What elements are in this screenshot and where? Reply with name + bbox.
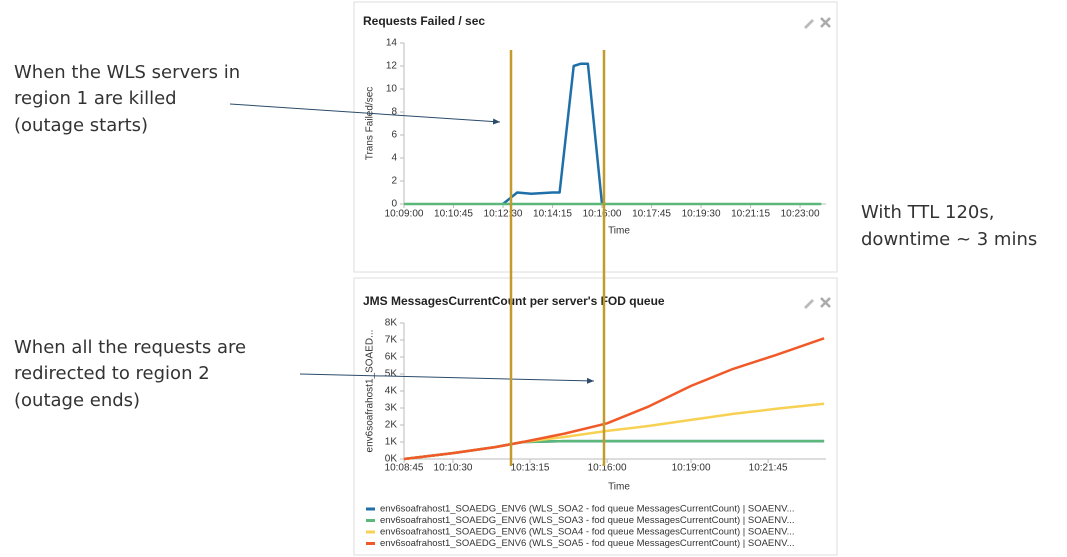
- annotation: region 1 are killed: [14, 88, 177, 109]
- y-tick-label: 8: [391, 107, 397, 118]
- panel-icons[interactable]: [804, 17, 831, 309]
- legend-swatch: [366, 507, 375, 511]
- chart-title: Requests Failed / sec: [363, 14, 485, 28]
- x-axis-label: Time: [608, 226, 630, 237]
- y-tick-label: 4K: [385, 386, 398, 397]
- series-line: [502, 62, 604, 205]
- annotation: With TTL 120s,: [861, 202, 994, 223]
- y-tick-label: 7K: [385, 335, 398, 346]
- x-axis-label: Time: [608, 482, 630, 493]
- x-tick-label: 10:14:15: [533, 209, 572, 220]
- close-icon[interactable]: [820, 297, 831, 308]
- y-tick-label: 8K: [385, 318, 398, 329]
- legend-swatch: [366, 542, 375, 545]
- legend-label: env6soafrahost1_SOAEDG_ENV6 (WLS_SOA4 - …: [380, 527, 795, 538]
- annotation: (outage starts): [14, 115, 148, 136]
- y-tick-label: 0K: [385, 454, 398, 465]
- x-tick-label: 10:17:45: [632, 209, 671, 220]
- y-tick-label: 14: [386, 38, 398, 49]
- chart-title: JMS MessagesCurrentCount per server's FO…: [363, 294, 665, 308]
- x-tick-label: 10:10:45: [434, 209, 473, 220]
- panel: [353, 277, 838, 556]
- x-tick-label: 10:19:00: [672, 463, 711, 474]
- x-tick-label: 10:21:15: [731, 209, 770, 220]
- y-tick-label: 0: [391, 199, 397, 210]
- arrow: [229, 103, 501, 125]
- x-tick-label: 10:13:15: [511, 463, 550, 474]
- legend-label: env6soafrahost1_SOAEDG_ENV6 (WLS_SOA3 - …: [380, 515, 795, 526]
- y-tick-label: 4: [391, 153, 397, 164]
- arrow: [299, 373, 595, 384]
- annotation: downtime ~ 3 mins: [861, 229, 1037, 250]
- x-tick-label: 10:09:00: [385, 209, 424, 220]
- x-tick-label: 10:16:00: [583, 209, 622, 220]
- close-icon[interactable]: [820, 17, 831, 28]
- y-tick-label: 1K: [385, 437, 398, 448]
- y-axis-label: env6soafrahost1_SOAED...: [365, 330, 376, 453]
- edit-icon[interactable]: [804, 19, 814, 29]
- annotation: When all the requests are: [14, 337, 246, 358]
- y-axis-label: Trans Failed/sec: [365, 87, 376, 161]
- annotation: When the WLS servers in: [14, 62, 240, 83]
- series-line: [403, 337, 825, 461]
- x-tick-label: 10:19:30: [682, 209, 721, 220]
- y-tick-label: 5K: [385, 369, 398, 380]
- y-tick-label: 10: [386, 84, 398, 95]
- y-tick-label: 6: [391, 130, 397, 141]
- x-tick-label: 10:12:30: [484, 209, 523, 220]
- y-tick-label: 2K: [385, 420, 398, 431]
- legend-label: env6soafrahost1_SOAEDG_ENV6 (WLS_SOA5 - …: [380, 538, 795, 549]
- legend-swatch: [366, 519, 375, 522]
- legend-swatch: [366, 530, 375, 534]
- annotation: redirected to region 2: [14, 363, 210, 384]
- y-tick-label: 12: [386, 61, 398, 72]
- y-tick-label: 3K: [385, 403, 398, 414]
- legend-label: env6soafrahost1_SOAEDG_ENV6 (WLS_SOA2 - …: [380, 504, 795, 515]
- edit-icon[interactable]: [804, 299, 814, 309]
- x-tick-label: 10:23:00: [781, 209, 820, 220]
- y-tick-label: 6K: [385, 352, 398, 363]
- x-tick-label: 10:16:00: [588, 463, 627, 474]
- x-tick-label: 10:21:45: [749, 463, 788, 474]
- y-tick-label: 2: [391, 176, 397, 187]
- x-tick-label: 10:08:45: [385, 463, 424, 474]
- x-tick-label: 10:10:30: [434, 463, 473, 474]
- annotation: (outage ends): [14, 390, 140, 411]
